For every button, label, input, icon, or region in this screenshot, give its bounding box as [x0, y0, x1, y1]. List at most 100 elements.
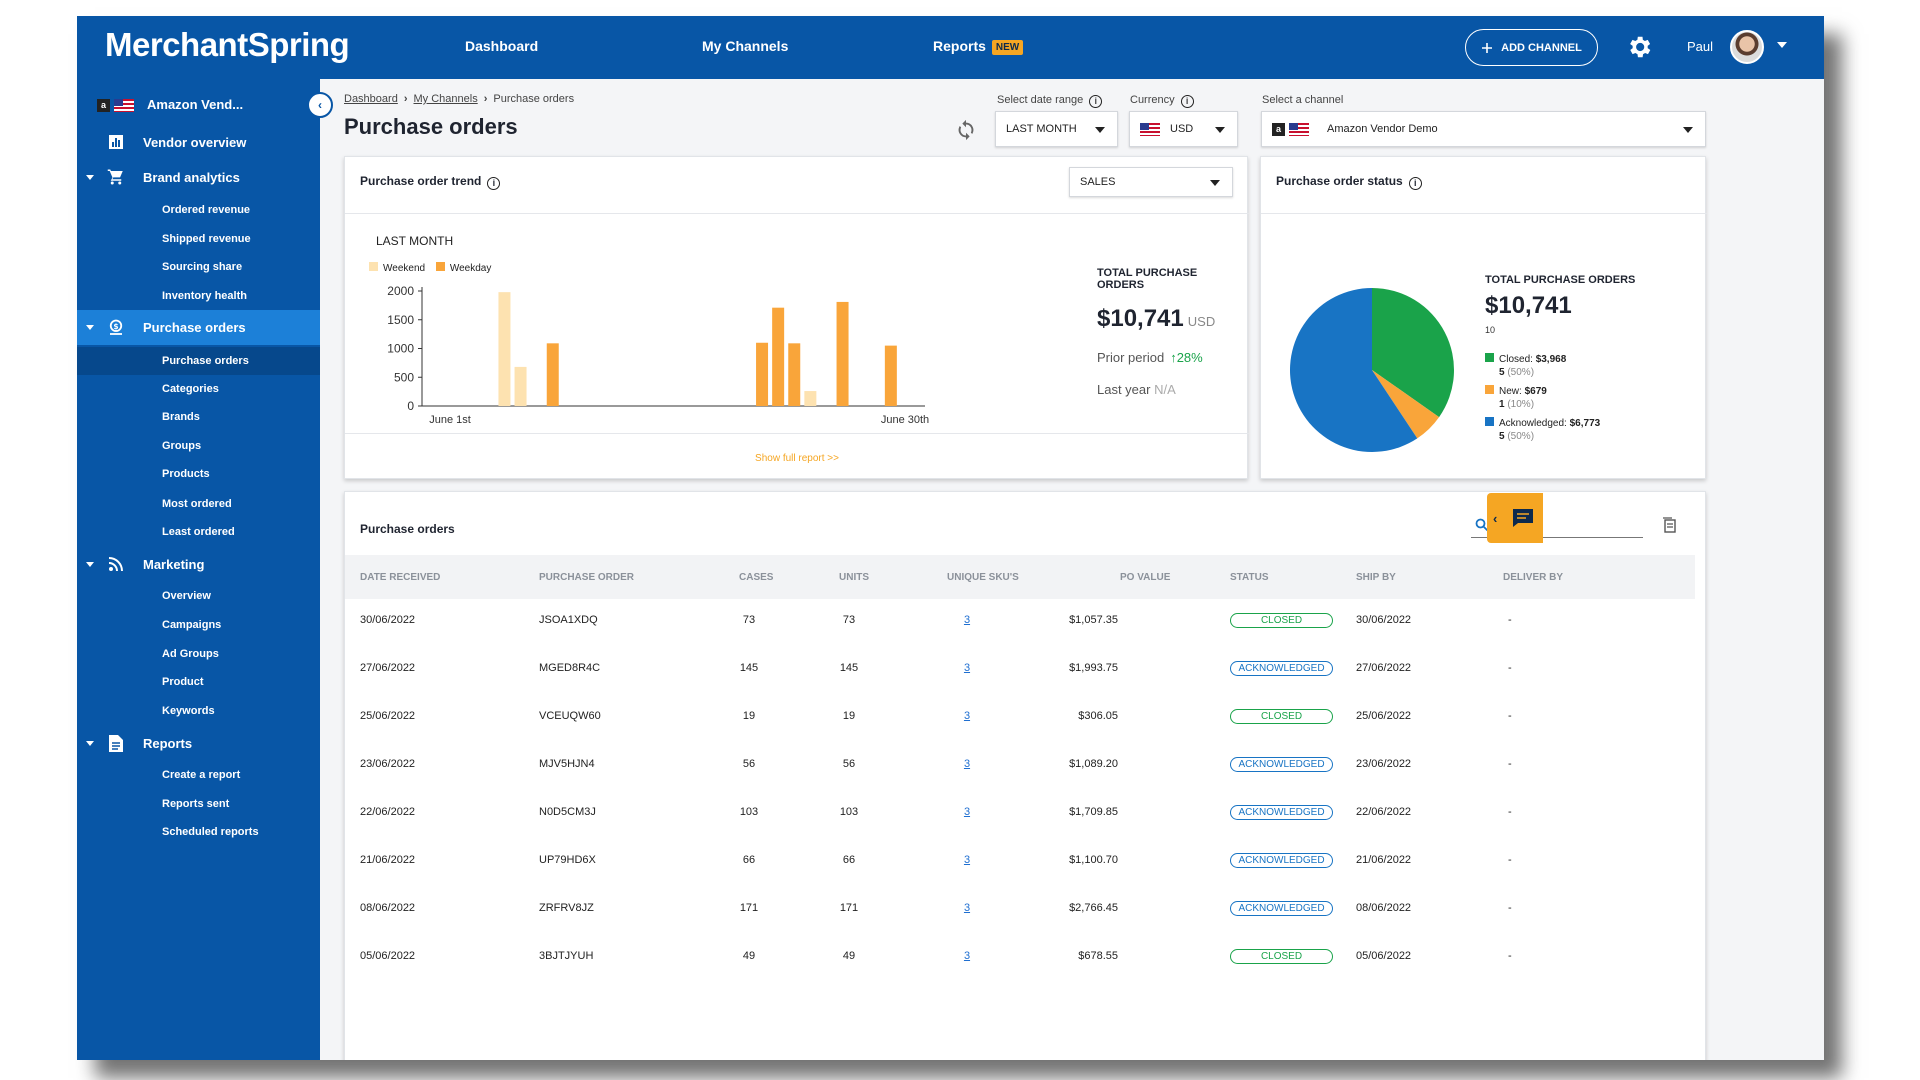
nav-reports[interactable]: Reports NEW [933, 38, 1024, 55]
sidebar-item-marketing[interactable]: Marketing [77, 552, 320, 576]
gear-icon[interactable] [1625, 33, 1653, 61]
cell-value: $1,709.85 [1069, 806, 1118, 818]
chevron-down-icon[interactable] [86, 174, 94, 180]
sidebar-item-purchase-orders[interactable]: $ Purchase orders [77, 310, 320, 345]
column-header[interactable]: STATUS [1230, 572, 1269, 583]
chevron-left-icon[interactable]: ‹ [1493, 510, 1498, 526]
search-input[interactable] [1471, 512, 1643, 538]
sidebar-item-shipped-revenue[interactable]: Shipped revenue [162, 233, 251, 245]
sidebar-item-campaigns[interactable]: Campaigns [162, 619, 222, 631]
store-selector[interactable]: a Amazon Vend... [77, 92, 320, 116]
cell-status: ACKNOWLEDGED [1230, 661, 1333, 676]
cell-value: $678.55 [1078, 950, 1118, 962]
sidebar-item-reports-sent[interactable]: Reports sent [162, 798, 230, 810]
cell-skus[interactable]: 3 [963, 758, 971, 770]
cell-units: 19 [842, 710, 856, 722]
user-name[interactable]: Paul [1687, 39, 1714, 54]
metric-select[interactable]: SALES [1069, 167, 1233, 197]
caret-down-icon [1215, 127, 1225, 133]
sidebar-label: Vendor overview [143, 134, 247, 150]
bar-weekend-day-24 [804, 391, 817, 406]
pie-slice-closed [1372, 288, 1454, 418]
sidebar-item-most-ordered[interactable]: Most ordered [162, 498, 232, 510]
channel-label: Select a channel [1262, 94, 1344, 106]
sidebar-item-inventory-health[interactable]: Inventory health [162, 290, 247, 302]
export-icon[interactable] [1662, 517, 1678, 533]
info-icon[interactable]: i [487, 177, 501, 190]
chevron-right-icon: › [483, 93, 488, 105]
status-total-label: TOTAL PURCHASE ORDERS [1485, 274, 1636, 286]
sidebar-item-create-report[interactable]: Create a report [162, 769, 241, 781]
collapse-sidebar-button[interactable]: ‹ [307, 92, 333, 118]
divider [1261, 213, 1707, 214]
info-icon[interactable]: i [1089, 95, 1103, 108]
cell-skus[interactable]: 3 [963, 806, 971, 818]
sidebar-item-scheduled-reports[interactable]: Scheduled reports [162, 826, 259, 838]
cell-units: 103 [839, 806, 859, 818]
column-header[interactable]: UNIQUE SKU'S [947, 572, 1019, 583]
sidebar-item-purchase-orders-sub[interactable]: Purchase orders [77, 347, 320, 375]
chevron-down-icon[interactable] [86, 740, 94, 746]
sidebar-item-least-ordered[interactable]: Least ordered [162, 526, 235, 538]
refresh-icon[interactable] [955, 119, 977, 141]
sidebar-label: Reports [143, 735, 193, 751]
chevron-down-icon[interactable] [1777, 42, 1787, 48]
nav-dashboard[interactable]: Dashboard [465, 38, 539, 54]
sidebar-item-overview[interactable]: Overview [162, 590, 211, 602]
column-header[interactable]: CASES [739, 572, 774, 583]
column-header[interactable]: UNITS [839, 572, 869, 583]
sidebar-item-ad-groups[interactable]: Ad Groups [162, 648, 219, 660]
cell-skus[interactable]: 3 [963, 854, 971, 866]
sidebar-item-categories[interactable]: Categories [162, 383, 219, 395]
nav-my-channels[interactable]: My Channels [702, 38, 789, 54]
sidebar-item-keywords[interactable]: Keywords [162, 705, 215, 717]
sidebar-item-brands[interactable]: Brands [162, 411, 200, 423]
column-header[interactable]: DELIVER BY [1503, 572, 1564, 583]
sidebar-item-sourcing-share[interactable]: Sourcing share [162, 261, 243, 273]
info-icon[interactable]: i [1180, 95, 1194, 108]
sidebar-item-ordered-revenue[interactable]: Ordered revenue [162, 204, 251, 216]
legend-count: 5 (50%) [1499, 431, 1535, 442]
column-header[interactable]: PURCHASE ORDER [539, 572, 635, 583]
column-header[interactable]: PO VALUE [1120, 572, 1171, 583]
cell-skus[interactable]: 3 [963, 902, 971, 914]
total-amount: $10,741 [1097, 305, 1184, 332]
legend-swatch [1485, 353, 1494, 362]
breadcrumb-my-channels[interactable]: My Channels [413, 93, 478, 105]
sidebar-item-reports[interactable]: Reports [77, 731, 320, 755]
cell-skus[interactable]: 3 [963, 710, 971, 722]
column-header[interactable]: SHIP BY [1356, 572, 1396, 583]
nav-reports-label[interactable]: Reports [933, 38, 986, 54]
cell-units: 73 [842, 614, 856, 626]
sidebar-item-groups[interactable]: Groups [162, 440, 202, 452]
column-header[interactable]: DATE RECEIVED [360, 572, 441, 583]
chevron-down-icon[interactable] [86, 561, 94, 567]
cell-value: $1,089.20 [1069, 758, 1118, 770]
currency-select[interactable]: USD [1129, 111, 1238, 147]
breadcrumb-dashboard[interactable]: Dashboard [344, 93, 398, 105]
chat-icon[interactable] [1511, 507, 1535, 529]
sidebar-item-products[interactable]: Products [162, 468, 210, 480]
date-range-select[interactable]: LAST MONTH [995, 111, 1118, 147]
add-channel-button[interactable]: ADD CHANNEL [1465, 29, 1598, 66]
show-full-report-link[interactable]: Show full report >> [755, 453, 839, 464]
cell-skus[interactable]: 3 [963, 662, 971, 674]
chevron-down-icon[interactable] [86, 325, 94, 330]
sidebar-item-product[interactable]: Product [162, 676, 204, 688]
cell-skus[interactable]: 3 [963, 950, 971, 962]
cell-ship: 21/06/2022 [1356, 854, 1412, 866]
bar-weekday-day-23 [788, 343, 801, 406]
logo[interactable]: MerchantSpring [105, 26, 350, 63]
bar-weekday-day-22 [772, 307, 785, 406]
chat-widget-tab[interactable]: ‹ [1487, 493, 1543, 543]
avatar[interactable] [1730, 30, 1764, 64]
date-range-label-text: Select date range [997, 94, 1084, 106]
status-pie-chart [1290, 288, 1454, 452]
sidebar-item-vendor-overview[interactable]: Vendor overview [77, 130, 320, 154]
channel-select[interactable]: a Amazon Vendor Demo [1261, 111, 1706, 147]
cell-skus[interactable]: 3 [963, 614, 971, 626]
bar-weekend-day-6 [514, 366, 527, 406]
sidebar-item-brand-analytics[interactable]: Brand analytics [77, 165, 320, 189]
cell-value: $2,766.45 [1069, 902, 1118, 914]
info-icon[interactable]: i [1408, 177, 1422, 190]
